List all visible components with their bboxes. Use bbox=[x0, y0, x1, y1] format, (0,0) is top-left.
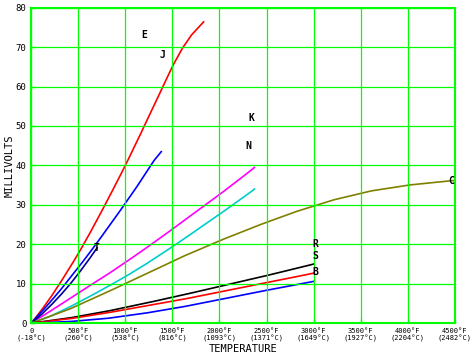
Text: N: N bbox=[245, 141, 251, 151]
Y-axis label: MILLIVOLTS: MILLIVOLTS bbox=[4, 134, 14, 197]
Text: T: T bbox=[93, 243, 99, 253]
Text: R: R bbox=[313, 240, 318, 249]
Text: S: S bbox=[313, 251, 318, 261]
Text: C: C bbox=[448, 176, 454, 186]
Text: J: J bbox=[159, 50, 165, 60]
X-axis label: TEMPERATURE: TEMPERATURE bbox=[208, 344, 278, 354]
Text: K: K bbox=[248, 113, 255, 123]
Text: B: B bbox=[313, 267, 318, 277]
Text: E: E bbox=[141, 30, 147, 40]
